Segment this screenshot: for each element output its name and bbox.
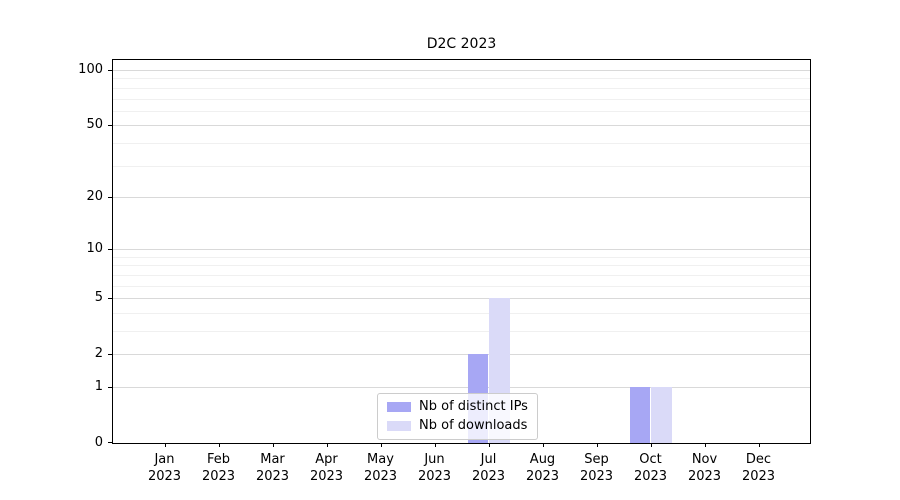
gridline-minor — [113, 87, 810, 89]
plot-area: 100 50 20 10 5 2 1 0 Jan 2023 Feb 2023 Mar 2023 Apr 202… — [78, 59, 811, 484]
x-tick-month: Jun — [424, 452, 445, 467]
x-tick-month: Apr — [315, 452, 338, 467]
y-tick-mark — [108, 298, 112, 300]
x-tick-year: 2023 — [687, 469, 722, 484]
gridline-minor — [113, 110, 810, 112]
gridline-minor — [113, 142, 810, 144]
x-tick-mark — [596, 443, 598, 447]
x-tick-mark — [164, 443, 166, 447]
gridline-major — [113, 125, 810, 127]
x-tick-label: Mar 2023 — [241, 451, 305, 485]
x-tick-month: Jul — [480, 452, 497, 467]
x-tick-year: 2023 — [633, 469, 668, 484]
x-tick-label: Sep 2023 — [565, 451, 629, 485]
y-tick-mark — [108, 125, 112, 127]
x-tick-label: May 2023 — [349, 451, 413, 485]
x-tick-month: Sep — [584, 452, 609, 467]
x-tick-mark — [326, 443, 328, 447]
gridline-major — [113, 196, 810, 198]
x-tick-label: Apr 2023 — [295, 451, 359, 485]
x-tick-year: 2023 — [741, 469, 776, 484]
y-tick-mark — [108, 387, 112, 388]
gridline-minor — [113, 312, 810, 314]
legend-swatch — [387, 401, 411, 412]
y-tick-mark — [108, 249, 112, 251]
legend-label: Nb of downloads — [419, 418, 528, 433]
x-tick-year: 2023 — [363, 469, 398, 484]
y-tick-label: 2 — [94, 346, 103, 362]
x-tick-year: 2023 — [309, 469, 344, 484]
x-tick-label: Jan 2023 — [133, 451, 197, 485]
bar-distinct-ips — [629, 387, 650, 443]
x-tick-month: Nov — [691, 452, 718, 467]
gridline-major — [113, 298, 810, 300]
legend: Nb of distinct IPs Nb of downloads — [377, 393, 538, 440]
x-tick-mark — [434, 443, 436, 447]
y-tick-mark — [108, 196, 112, 198]
gridline-minor — [113, 256, 810, 258]
y-tick-mark — [108, 442, 112, 443]
bar-downloads — [650, 387, 672, 443]
y-tick-label: 50 — [86, 117, 103, 133]
y-tick-label: 10 — [86, 241, 103, 257]
x-tick-mark — [380, 443, 382, 447]
gridline-major — [113, 249, 810, 251]
y-tick-label: 1 — [94, 379, 103, 394]
x-tick-year: 2023 — [201, 469, 236, 484]
x-tick-mark — [650, 443, 652, 447]
x-tick-label: Dec 2023 — [727, 451, 791, 485]
gridline-minor — [113, 285, 810, 287]
x-tick-month: Aug — [529, 452, 556, 467]
gridline-major — [113, 354, 810, 356]
y-tick-label: 5 — [94, 290, 103, 306]
x-tick-year: 2023 — [147, 469, 182, 484]
gridline-minor — [113, 165, 810, 167]
x-tick-year: 2023 — [525, 469, 560, 484]
y-tick-mark — [108, 70, 112, 71]
x-tick-label: Oct 2023 — [619, 451, 683, 485]
gridline-major — [113, 70, 810, 71]
x-tick-month: Feb — [206, 452, 231, 467]
x-tick-year: 2023 — [417, 469, 452, 484]
x-tick-month: Dec — [745, 452, 772, 467]
x-tick-mark — [272, 443, 274, 447]
y-tick-label: 100 — [78, 62, 103, 77]
legend-swatch — [387, 420, 411, 431]
x-tick-label: Feb 2023 — [187, 451, 251, 485]
x-tick-year: 2023 — [579, 469, 614, 484]
y-tick-label: 0 — [94, 435, 103, 450]
x-tick-month: Mar — [260, 452, 285, 467]
x-tick-month: Oct — [639, 452, 662, 467]
x-tick-mark — [218, 443, 220, 447]
x-tick-mark — [542, 443, 544, 447]
gridline-minor — [113, 331, 810, 332]
x-tick-mark — [758, 443, 760, 447]
gridline-minor — [113, 274, 810, 276]
legend-entry: Nb of downloads — [387, 418, 528, 433]
x-tick-label: Jun 2023 — [403, 451, 467, 485]
legend-entry: Nb of distinct IPs — [387, 399, 528, 414]
x-tick-label: Nov 2023 — [673, 451, 737, 485]
x-tick-mark — [704, 443, 706, 447]
y-tick-mark — [108, 354, 112, 356]
gridline-major — [113, 387, 810, 388]
gridline-minor — [113, 265, 810, 267]
legend-label: Nb of distinct IPs — [419, 399, 528, 414]
x-tick-month: Jan — [154, 452, 175, 467]
x-tick-label: Aug 2023 — [511, 451, 575, 485]
gridline-minor — [113, 98, 810, 100]
x-tick-year: 2023 — [471, 469, 506, 484]
x-tick-label: Jul 2023 — [457, 451, 521, 485]
x-tick-year: 2023 — [255, 469, 290, 484]
y-tick-label: 20 — [86, 188, 103, 204]
chart-title: D2C 2023 — [426, 36, 497, 52]
gridline-minor — [113, 78, 810, 80]
x-tick-mark — [488, 443, 490, 447]
x-tick-month: May — [367, 452, 394, 467]
